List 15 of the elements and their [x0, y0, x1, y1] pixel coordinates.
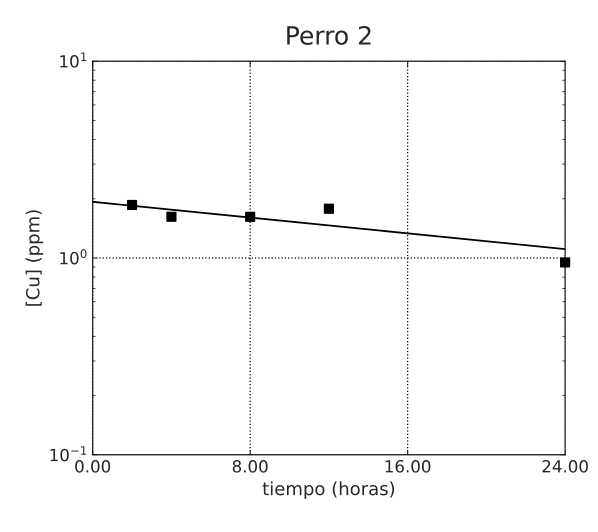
point	[324, 204, 334, 214]
x-tick-label: 8.00	[232, 460, 268, 473]
y-tick-label: 10$^{0}$	[60, 249, 87, 264]
point	[126, 200, 138, 210]
chart-title: Perro 2	[287, 26, 371, 45]
y-axis-title: [Cu] (ppm)	[26, 210, 44, 306]
x-tick-label: 0.00	[75, 460, 110, 473]
y-tick-label: 10$^{1}$	[60, 52, 86, 68]
y-tick-label: 10$^{−1}$	[50, 446, 86, 462]
point	[245, 212, 256, 222]
point	[166, 212, 177, 222]
x-tick-label: 16.00	[386, 460, 430, 473]
x-tick-label: 24.00	[542, 460, 588, 473]
x-axis-title: tiempo (horas)	[262, 481, 394, 499]
point	[560, 257, 570, 268]
